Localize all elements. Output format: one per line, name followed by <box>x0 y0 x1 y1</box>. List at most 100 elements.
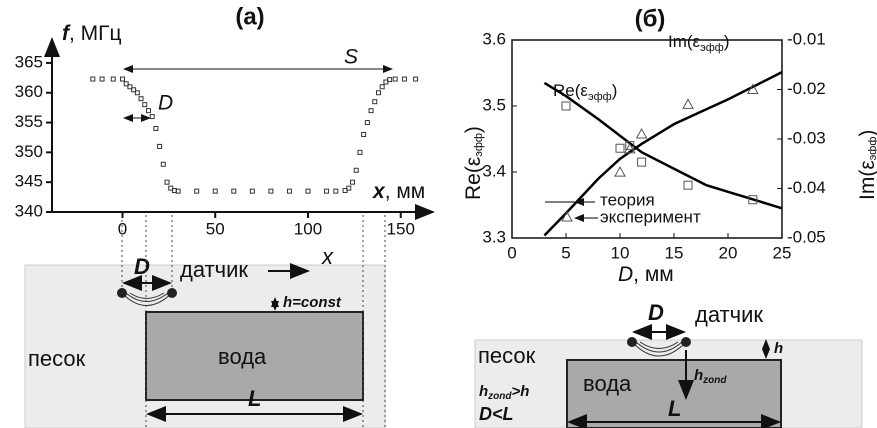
x-var: D <box>618 263 633 286</box>
x-tick-label: 10 <box>611 243 630 262</box>
point <box>325 189 329 193</box>
curve <box>544 83 782 208</box>
label-main: Im(ε <box>668 32 701 51</box>
label-main: Re(ε <box>462 157 485 200</box>
point <box>100 77 104 81</box>
x-axis-label: D, мм <box>618 263 674 286</box>
sand-label: песок <box>478 343 536 368</box>
d-label: D <box>134 254 150 279</box>
electrode <box>167 288 177 298</box>
point <box>380 85 384 89</box>
x-tick-label: 5 <box>561 243 570 262</box>
hzond-main: h <box>694 367 703 384</box>
y-tick-label: 345 <box>15 172 43 191</box>
l-label: L <box>668 396 681 421</box>
d-label: D <box>648 300 664 325</box>
point <box>213 189 217 193</box>
condition-2: D<L <box>479 404 514 424</box>
l-label: L <box>248 386 261 411</box>
label: Re(εэфф) <box>553 81 617 102</box>
point <box>111 77 115 81</box>
point <box>638 158 646 166</box>
x-label: x <box>321 244 334 269</box>
label: Re(εэфф) <box>462 126 485 200</box>
chart-title: (б) <box>635 5 666 32</box>
x-unit: , мм <box>633 263 674 286</box>
point <box>139 97 143 101</box>
point <box>373 100 377 104</box>
y-tick-label: 355 <box>15 112 43 131</box>
point <box>195 189 199 193</box>
y-tick-label: 3.6 <box>482 29 506 48</box>
point <box>351 180 355 184</box>
label: Im(εэфф) <box>856 130 877 200</box>
cond-end: >h <box>512 383 530 400</box>
point <box>120 77 124 81</box>
y2-tick-label: -0.03 <box>787 128 826 147</box>
label: Im(εэфф) <box>668 32 730 53</box>
point <box>684 181 692 189</box>
point <box>250 189 254 193</box>
d-label: D <box>158 92 173 115</box>
point <box>414 77 418 81</box>
h-label: h=const <box>283 294 342 311</box>
point <box>362 132 366 136</box>
y-tick-label: 3.3 <box>482 227 506 246</box>
point <box>154 127 158 131</box>
cond-sub: zond <box>487 391 512 402</box>
x-tick-label: 100 <box>294 219 322 238</box>
point <box>683 99 693 108</box>
point <box>358 150 362 154</box>
figure: D датчик x h=const песок вода L D датчик… <box>0 0 877 428</box>
sensor-label: датчик <box>695 302 763 327</box>
point <box>143 103 147 107</box>
point <box>232 189 236 193</box>
point <box>393 77 397 81</box>
h-label: h <box>774 340 783 357</box>
point <box>306 189 310 193</box>
point <box>615 167 625 176</box>
point <box>334 189 338 193</box>
x-tick-label: 150 <box>387 219 415 238</box>
label-end: ) <box>724 32 730 51</box>
y-tick-label: 350 <box>15 142 43 161</box>
point <box>402 77 406 81</box>
point <box>146 109 150 113</box>
point <box>637 129 647 138</box>
y-tick-label: 3.4 <box>482 161 506 180</box>
y-tick-label: 340 <box>15 201 43 220</box>
electrode <box>627 337 637 347</box>
point <box>376 91 380 95</box>
s-label: S <box>344 46 358 69</box>
y-axis-label: f, МГц <box>62 22 122 45</box>
point <box>165 180 169 184</box>
label-sub: эфф <box>867 137 877 161</box>
point <box>616 144 624 152</box>
electrode <box>681 337 691 347</box>
x-unit: , мм <box>385 180 426 203</box>
x-tick-label: 20 <box>719 243 738 262</box>
point <box>269 189 273 193</box>
x-tick-label: 0 <box>118 219 127 238</box>
diagram-a: D датчик x h=const песок вода L <box>25 215 385 428</box>
sensor-label: датчик <box>180 257 248 282</box>
x-tick-label: 0 <box>507 243 516 262</box>
y2-tick-label: -0.05 <box>787 227 826 246</box>
label-end: ) <box>462 126 485 133</box>
sand-label: песок <box>28 346 86 371</box>
point <box>354 168 358 172</box>
cond-main: h <box>479 383 488 400</box>
y-unit: , МГц <box>69 22 122 45</box>
chart-title: (a) <box>235 3 264 30</box>
point <box>150 115 154 119</box>
point <box>91 77 95 81</box>
label-main: Im(ε <box>856 160 877 200</box>
label-sub: эфф <box>700 42 724 54</box>
point <box>369 109 373 113</box>
label-end: ) <box>856 130 877 137</box>
point <box>287 189 291 193</box>
y2-tick-label: -0.02 <box>787 79 826 98</box>
point <box>562 102 570 110</box>
hzond-sub: zond <box>702 375 727 386</box>
x-axis-label: x, мм <box>372 180 425 203</box>
